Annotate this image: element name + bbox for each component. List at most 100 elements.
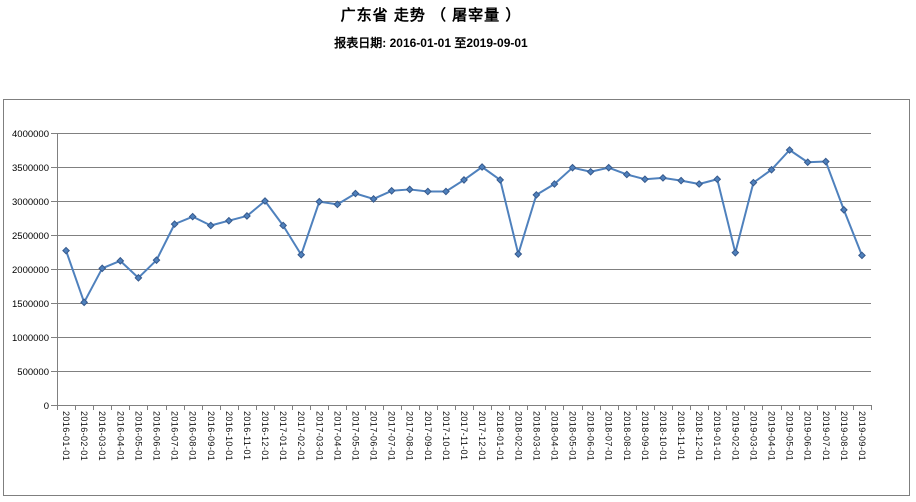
x-axis-label: 2019-08-01 <box>839 411 849 461</box>
y-axis-label: 0 <box>44 401 49 412</box>
x-axis-label: 2017-05-01 <box>350 411 360 461</box>
x-axis-label: 2018-05-01 <box>568 411 578 461</box>
data-point-marker <box>351 189 360 198</box>
data-point-marker <box>731 248 740 257</box>
data-point-marker <box>279 221 288 230</box>
x-axis-label: 2017-06-01 <box>369 411 379 461</box>
x-axis-label: 2018-09-01 <box>640 411 650 461</box>
x-axis-label: 2016-07-01 <box>170 411 180 461</box>
data-point-marker <box>116 256 125 265</box>
data-point-marker <box>333 200 342 209</box>
data-point-marker <box>514 250 523 258</box>
x-axis-label: 2018-02-01 <box>513 411 523 461</box>
x-axis-label: 2018-06-01 <box>586 411 596 461</box>
data-point-marker <box>369 195 378 203</box>
x-axis-label: 2016-09-01 <box>206 411 216 461</box>
x-axis-label: 2016-05-01 <box>133 411 143 461</box>
data-point-marker <box>297 250 306 259</box>
x-axis-label: 2016-11-01 <box>242 411 252 460</box>
data-point-marker <box>749 178 758 187</box>
x-axis-label: 2017-04-01 <box>332 411 342 461</box>
data-point-marker <box>152 256 161 265</box>
data-point-marker <box>387 186 396 195</box>
y-axis-label: 3500000 <box>12 163 49 174</box>
data-point-marker <box>695 180 704 188</box>
data-point-marker <box>442 187 450 196</box>
data-point-marker <box>243 212 251 220</box>
x-axis-label: 2017-10-01 <box>441 411 451 461</box>
x-axis-label: 2019-03-01 <box>748 411 758 461</box>
data-point-marker <box>839 205 848 214</box>
x-axis-label: 2018-04-01 <box>549 411 559 461</box>
data-point-marker <box>767 165 776 174</box>
y-axis-label: 500000 <box>17 367 49 378</box>
y-axis-label: 4000000 <box>12 129 49 140</box>
x-axis-label: 2018-03-01 <box>531 411 541 461</box>
y-axis-label: 1000000 <box>12 333 49 344</box>
x-axis-label: 2016-04-01 <box>115 411 125 461</box>
data-point-marker <box>785 146 794 154</box>
y-axis-label: 2500000 <box>12 231 49 242</box>
data-point-marker <box>622 170 631 179</box>
x-axis-label: 2018-07-01 <box>604 411 614 461</box>
x-axis-label: 2019-07-01 <box>821 411 831 461</box>
x-axis-label: 2017-11-01 <box>459 411 469 460</box>
data-point-marker <box>62 246 70 255</box>
x-axis-label: 2017-09-01 <box>423 411 433 461</box>
data-point-marker <box>80 298 89 307</box>
x-axis-label: 2019-02-01 <box>730 411 740 461</box>
data-point-marker <box>98 264 107 273</box>
y-axis-label: 3000000 <box>12 197 49 208</box>
x-axis-label: 2018-10-01 <box>658 411 668 461</box>
y-axis-label: 1500000 <box>12 299 49 310</box>
x-axis-label: 2017-07-01 <box>387 411 397 461</box>
chart-title: 广东省 走势 （ 屠宰量 ） <box>340 7 522 24</box>
data-point-marker <box>261 197 269 205</box>
data-point-marker <box>224 216 233 225</box>
y-axis-label: 2000000 <box>12 265 49 276</box>
data-point-marker <box>405 185 414 194</box>
data-point-marker <box>496 176 505 184</box>
x-axis-label: 2018-12-01 <box>694 411 704 461</box>
data-point-marker <box>713 175 722 184</box>
data-point-marker <box>170 220 179 229</box>
x-axis-label: 2016-01-01 <box>61 411 71 461</box>
data-point-marker <box>640 175 649 184</box>
x-axis-label: 2016-08-01 <box>188 411 198 461</box>
data-point-marker <box>568 163 577 172</box>
x-axis-label: 2017-08-01 <box>405 411 415 461</box>
chart-area-border <box>3 99 910 496</box>
x-axis-label: 2016-10-01 <box>224 411 234 461</box>
x-axis-label: 2018-11-01 <box>676 411 686 460</box>
x-axis-label: 2017-12-01 <box>477 411 487 461</box>
data-point-marker <box>315 197 324 206</box>
data-point-marker <box>803 158 812 167</box>
x-axis-label: 2018-08-01 <box>622 411 632 461</box>
data-point-marker <box>821 157 830 166</box>
data-point-marker <box>134 273 143 282</box>
x-axis-label: 2017-03-01 <box>314 411 324 461</box>
data-point-marker <box>677 176 685 185</box>
x-axis-label: 2017-02-01 <box>296 411 306 461</box>
x-axis-label: 2019-05-01 <box>785 411 795 461</box>
data-point-marker <box>188 212 197 221</box>
data-point-marker <box>659 173 667 182</box>
data-point-marker <box>206 221 215 230</box>
x-axis-label: 2016-12-01 <box>260 411 270 461</box>
chart-report-date: 报表日期: 2016-01-01 至2019-09-01 <box>334 36 528 50</box>
trend-line <box>65 149 863 304</box>
data-point-marker <box>586 167 595 176</box>
x-axis-label: 2019-04-01 <box>767 411 777 461</box>
x-axis-label: 2019-06-01 <box>803 411 813 461</box>
x-axis-label: 2016-03-01 <box>97 411 107 461</box>
x-axis-label: 2018-01-01 <box>495 411 505 461</box>
x-axis-label: 2016-06-01 <box>151 411 161 461</box>
x-axis-label: 2017-01-01 <box>278 411 288 461</box>
data-point-marker <box>550 180 559 188</box>
x-axis-label: 2016-02-01 <box>79 411 89 461</box>
x-axis-label: 2019-09-01 <box>857 411 867 461</box>
data-point-marker <box>604 163 613 172</box>
x-axis-label: 2019-01-01 <box>712 411 722 461</box>
